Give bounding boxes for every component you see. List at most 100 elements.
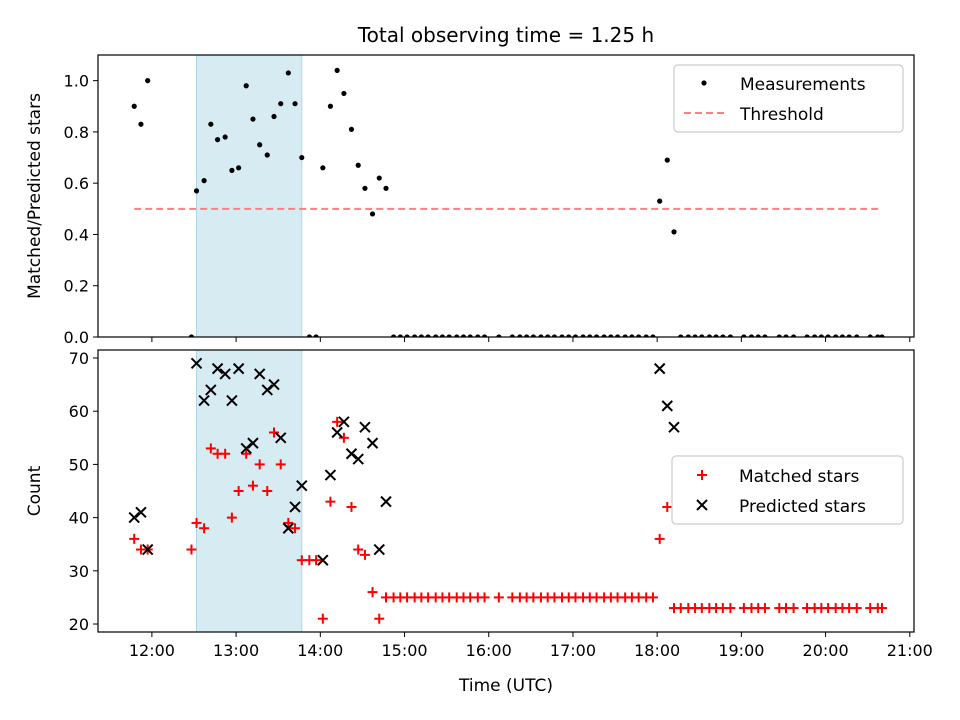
measurement-point xyxy=(580,334,586,337)
measurement-point xyxy=(538,334,544,337)
predicted-star-point xyxy=(324,469,337,481)
matched-star-point xyxy=(220,448,231,459)
measurement-point xyxy=(727,334,734,337)
measurement-point xyxy=(559,334,565,337)
x-axis-label: Time (UTC) xyxy=(458,676,553,696)
measurement-point xyxy=(776,334,782,337)
matched-star-point xyxy=(374,613,385,624)
predicted-star-point xyxy=(268,378,280,391)
x-b xyxy=(135,506,147,518)
measurement-point xyxy=(412,334,418,337)
measurement-point xyxy=(229,167,235,173)
chart-title: Total observing time = 1.25 h xyxy=(357,23,654,47)
matched-star-point xyxy=(325,496,336,507)
y-tick-label: 70 xyxy=(69,349,89,368)
matched-star-point xyxy=(317,613,328,624)
y-tick-label: 40 xyxy=(69,509,89,528)
x-b xyxy=(211,362,224,375)
matched-star-point xyxy=(338,432,349,443)
measurement-point xyxy=(650,334,656,337)
measurement-point xyxy=(481,334,488,337)
measurement-point xyxy=(138,121,144,127)
matched-star-point xyxy=(788,603,799,614)
x-b xyxy=(366,437,379,449)
x-b xyxy=(345,448,358,460)
measurement-point xyxy=(664,157,670,163)
y-tick-label: 0.2 xyxy=(64,277,89,296)
measurement-point xyxy=(362,185,368,191)
predicted-star-point xyxy=(282,522,295,534)
measurement-point xyxy=(825,334,831,337)
matched-star-point xyxy=(275,459,286,470)
x-b xyxy=(219,368,231,380)
matched-star-point xyxy=(247,480,258,491)
matched-star-point xyxy=(877,603,887,614)
predicted-star-point xyxy=(226,394,238,407)
legend-marker-predicted xyxy=(696,499,708,511)
measurement-point xyxy=(741,334,747,337)
measurement-point xyxy=(636,334,642,337)
measurement-point xyxy=(566,334,572,337)
measurement-point xyxy=(348,126,355,132)
measurement-point xyxy=(545,334,551,337)
predicted-star-point xyxy=(190,357,203,370)
measurement-point xyxy=(692,334,698,337)
matched-star-point xyxy=(262,486,273,496)
measurement-point xyxy=(517,334,523,337)
x-b xyxy=(696,499,708,511)
x-b xyxy=(359,421,371,433)
matched-star-point xyxy=(254,459,265,470)
x-b xyxy=(198,394,210,407)
predicted-star-point xyxy=(198,394,210,407)
matched-star-point xyxy=(367,587,378,598)
matched-star-point xyxy=(479,592,490,603)
x-b xyxy=(331,426,343,439)
matched-star-point xyxy=(269,427,279,438)
measurement-point xyxy=(271,113,277,120)
x-b xyxy=(232,362,245,375)
x-tick-label: 15:00 xyxy=(381,641,427,660)
measurement-point xyxy=(369,211,376,217)
measurement-point xyxy=(551,334,558,337)
x-tick-label: 20:00 xyxy=(803,641,849,660)
predicted-star-point xyxy=(240,442,252,455)
matched-star-point xyxy=(662,501,673,512)
measurement-point xyxy=(397,334,403,337)
top-panel: 0.0 0.2 0.4 0.6 0.8 1.0 Matched/Predicted star… xyxy=(25,54,915,347)
predicted-star-point xyxy=(219,368,231,380)
y-tick-label: 50 xyxy=(69,455,89,474)
predicted-star-point xyxy=(352,453,364,465)
observing-span xyxy=(196,349,303,633)
measurement-point xyxy=(439,334,446,337)
measurement-point xyxy=(622,334,628,337)
measurement-point xyxy=(833,334,839,337)
predicted-star-point xyxy=(338,416,350,428)
measurement-point xyxy=(475,334,481,337)
x-tick-label: 16:00 xyxy=(466,641,512,660)
measurement-point xyxy=(214,137,221,143)
measurement-point xyxy=(643,334,649,337)
matched-star-point xyxy=(346,501,357,512)
bottom-panel: 20 30 40 50 60 70 12:00 13:00 14:00 15:00 16:00 17:… xyxy=(25,349,933,696)
x-tick-label: 14:00 xyxy=(297,641,343,660)
y-tick-label: 0.4 xyxy=(64,225,89,244)
legend-bottom: Matched stars Predicted stars xyxy=(671,455,904,525)
measurement-point xyxy=(460,334,467,337)
measurement-point xyxy=(341,90,347,97)
measurement-point xyxy=(285,70,291,76)
x-b xyxy=(190,357,203,370)
predicted-star-point xyxy=(232,362,245,375)
measurement-point xyxy=(804,334,810,337)
predicted-star-point xyxy=(345,448,358,460)
measurement-point xyxy=(236,165,242,171)
plot-area xyxy=(128,357,887,624)
measurement-point xyxy=(201,178,207,184)
predicted-star-point xyxy=(261,384,273,396)
measurement-point xyxy=(313,334,319,337)
measurement-point xyxy=(446,334,452,337)
predicted-star-point xyxy=(661,400,673,412)
measurement-point xyxy=(572,334,579,337)
x-b xyxy=(338,416,350,428)
measurement-point xyxy=(418,334,424,337)
